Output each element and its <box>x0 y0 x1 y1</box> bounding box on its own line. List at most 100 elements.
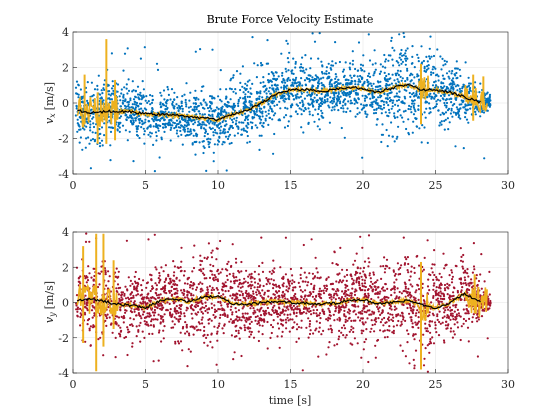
vx-scatter-point <box>394 72 397 75</box>
vx-scatter-point <box>158 156 161 159</box>
vy-scatter-point <box>195 286 199 289</box>
vx-scatter-point <box>246 141 249 144</box>
vx-scatter-point <box>116 90 119 93</box>
vx-scatter-point <box>316 99 319 102</box>
vy-scatter-point <box>169 308 172 311</box>
vx-scatter-point <box>122 99 125 102</box>
vy-scatter-point <box>323 312 326 316</box>
vy-scatter-point <box>375 292 378 295</box>
vy-scatter-point <box>245 317 248 320</box>
vx-scatter-point <box>132 89 135 92</box>
vx-scatter-point <box>197 98 200 101</box>
vy-scatter-point <box>263 303 266 306</box>
vy-scatter-point <box>180 269 183 272</box>
vx-scatter-point <box>328 81 331 84</box>
vx-scatter-point <box>302 69 305 72</box>
vy-scatter-point <box>295 328 299 331</box>
vx-scatter-point <box>204 128 207 131</box>
vy-scatter-point <box>399 272 402 276</box>
vx-scatter-point <box>464 112 467 115</box>
vy-scatter-point <box>429 338 432 341</box>
vx-scatter-point <box>267 112 270 115</box>
vy-scatter-point <box>178 279 181 282</box>
vy-scatter-point <box>254 319 257 322</box>
vy-scatter-point <box>368 309 371 312</box>
vy-scatter-point <box>274 283 277 286</box>
vy-scatter-point <box>395 278 398 281</box>
vx-scatter-point <box>272 97 275 100</box>
vx-scatter-point <box>317 107 320 111</box>
vy-scatter-point <box>361 284 364 288</box>
vx-scatter-point <box>395 92 398 95</box>
vx-scatter-point <box>185 105 188 108</box>
vx-scatter-point <box>334 62 337 65</box>
vx-scatter-point <box>420 62 423 65</box>
vy-scatter-point <box>406 341 409 344</box>
vx-scatter-point <box>411 100 415 103</box>
vy-scatter-point <box>387 316 390 319</box>
vx-scatter-point <box>77 83 80 86</box>
vx-scatter-point <box>445 106 448 109</box>
vx-scatter-point <box>259 90 262 93</box>
vx-scatter-point <box>288 95 291 98</box>
vy-scatter-point <box>108 275 111 278</box>
vy-scatter-point <box>418 264 421 267</box>
vx-scatter-point <box>336 95 339 98</box>
vy-scatter-point <box>253 309 256 312</box>
vy-scatter-point <box>252 290 255 293</box>
vx-scatter-point <box>393 49 396 52</box>
vy-scatter-point <box>153 314 156 317</box>
vx-scatter-point <box>390 82 393 85</box>
vx-scatter-point <box>271 72 274 75</box>
vy-scatter-point <box>432 296 435 299</box>
vx-scatter-point <box>407 118 410 121</box>
vy-scatter-point <box>262 309 265 312</box>
vx-scatter-point <box>132 160 135 163</box>
vx-scatter-point <box>169 139 172 142</box>
vy-scatter-point <box>129 300 133 303</box>
vx-scatter-point <box>201 113 204 116</box>
vx-scatter-point <box>294 79 297 82</box>
vx-scatter-point <box>366 113 369 116</box>
vx-scatter-point <box>380 94 383 98</box>
vy-scatter-point <box>281 330 284 333</box>
vx-scatter-point <box>333 108 336 111</box>
vy-scatter-point <box>426 327 429 330</box>
vy-scatter-point <box>248 330 251 333</box>
vx-scatter-point <box>469 86 472 90</box>
vx-scatter-point <box>91 117 94 120</box>
vy-scatter-point <box>448 274 451 277</box>
vy-scatter-point <box>354 273 357 276</box>
vy-scatter-point <box>359 267 362 270</box>
vy-scatter-point <box>123 292 126 296</box>
vx-scatter-point <box>151 98 154 101</box>
vx-scatter-point <box>374 102 378 105</box>
vx-scatter-point <box>155 134 158 138</box>
vx-scatter-point <box>339 100 342 103</box>
vx-scatter-point <box>239 81 242 84</box>
vy-scatter-point <box>236 316 239 319</box>
vy-scatter-point <box>375 320 378 323</box>
vx-scatter-point <box>402 101 405 104</box>
vx-scatter-point <box>209 95 212 98</box>
vy-scatter-point <box>406 269 409 272</box>
vx-scatter-point <box>377 88 380 91</box>
vx-scatter-point <box>164 110 167 113</box>
vx-scatter-point <box>279 107 282 110</box>
vx-scatter-point <box>454 85 457 88</box>
vx-scatter-point <box>246 80 249 83</box>
vx-scatter-point <box>449 112 452 115</box>
vy-scatter-point <box>193 305 196 308</box>
vx-x-tick-label: 15 <box>284 179 298 192</box>
vx-scatter-point <box>213 143 216 146</box>
vy-scatter-point <box>174 283 177 286</box>
vx-scatter-point <box>162 126 165 129</box>
vx-scatter-point <box>451 83 454 86</box>
vx-scatter-point <box>415 117 418 121</box>
vy-scatter-point <box>270 313 273 316</box>
vx-scatter-point <box>313 120 316 123</box>
vx-scatter-point <box>403 35 406 39</box>
vy-scatter-point <box>342 334 345 337</box>
vx-scatter-point <box>183 93 186 96</box>
